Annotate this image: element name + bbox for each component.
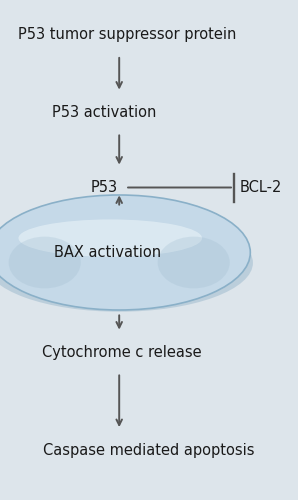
Ellipse shape xyxy=(0,195,250,310)
Text: P53: P53 xyxy=(91,180,118,195)
Text: P53 tumor suppressor protein: P53 tumor suppressor protein xyxy=(18,28,236,42)
Text: BAX activation: BAX activation xyxy=(54,245,161,260)
Ellipse shape xyxy=(18,220,202,257)
Text: BCL-2: BCL-2 xyxy=(240,180,282,195)
Text: Caspase mediated apoptosis: Caspase mediated apoptosis xyxy=(43,442,255,458)
Ellipse shape xyxy=(158,236,230,288)
Text: Cytochrome c release: Cytochrome c release xyxy=(42,345,202,360)
Text: P53 activation: P53 activation xyxy=(52,105,156,120)
Ellipse shape xyxy=(0,214,253,312)
Ellipse shape xyxy=(9,236,81,288)
